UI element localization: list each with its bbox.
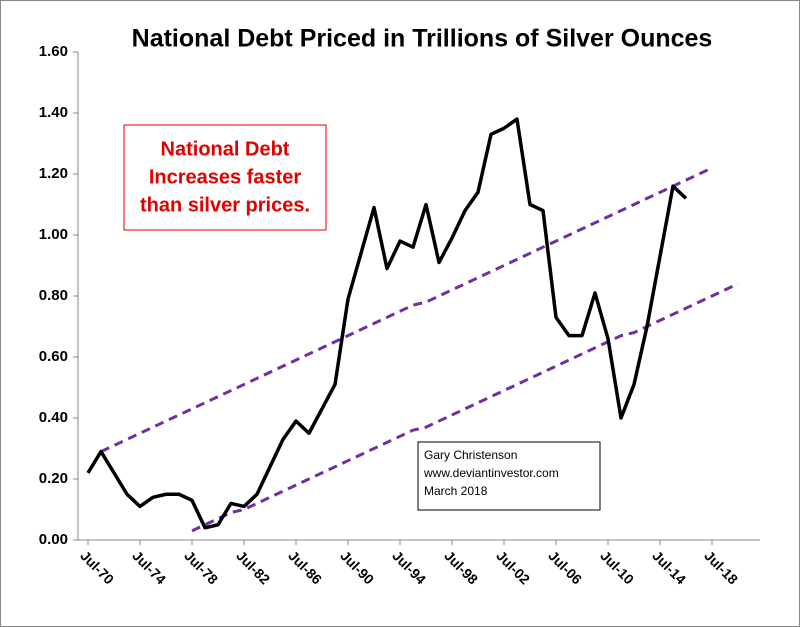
credit-box — [417, 441, 601, 511]
annotation-text: March 2018 — [424, 484, 488, 498]
chart-title: National Debt Priced in Trillions of Sil… — [132, 25, 713, 53]
y-tick-label: 1.20 — [39, 165, 68, 182]
annotation-text: National Debt — [161, 138, 290, 160]
y-tick-label: 1.40 — [39, 104, 68, 121]
data-line — [86, 117, 688, 530]
annotation-box — [123, 124, 327, 231]
annotation-text: Gary Christenson — [424, 448, 517, 462]
trend-line — [100, 166, 713, 453]
annotation-text: than silver prices. — [140, 194, 310, 216]
y-tick-label: 1.60 — [39, 43, 68, 60]
y-tick-label: 0.80 — [39, 287, 68, 304]
y-tick-label: 0.00 — [39, 531, 68, 548]
y-tick-label: 0.20 — [39, 470, 68, 487]
y-tick-label: 1.00 — [39, 226, 68, 243]
y-tick-label: 0.40 — [39, 409, 68, 426]
y-tick-label: 0.60 — [39, 348, 68, 365]
annotation-text: Increases faster — [149, 166, 302, 188]
annotation-text: www.deviantinvestor.com — [423, 466, 559, 480]
